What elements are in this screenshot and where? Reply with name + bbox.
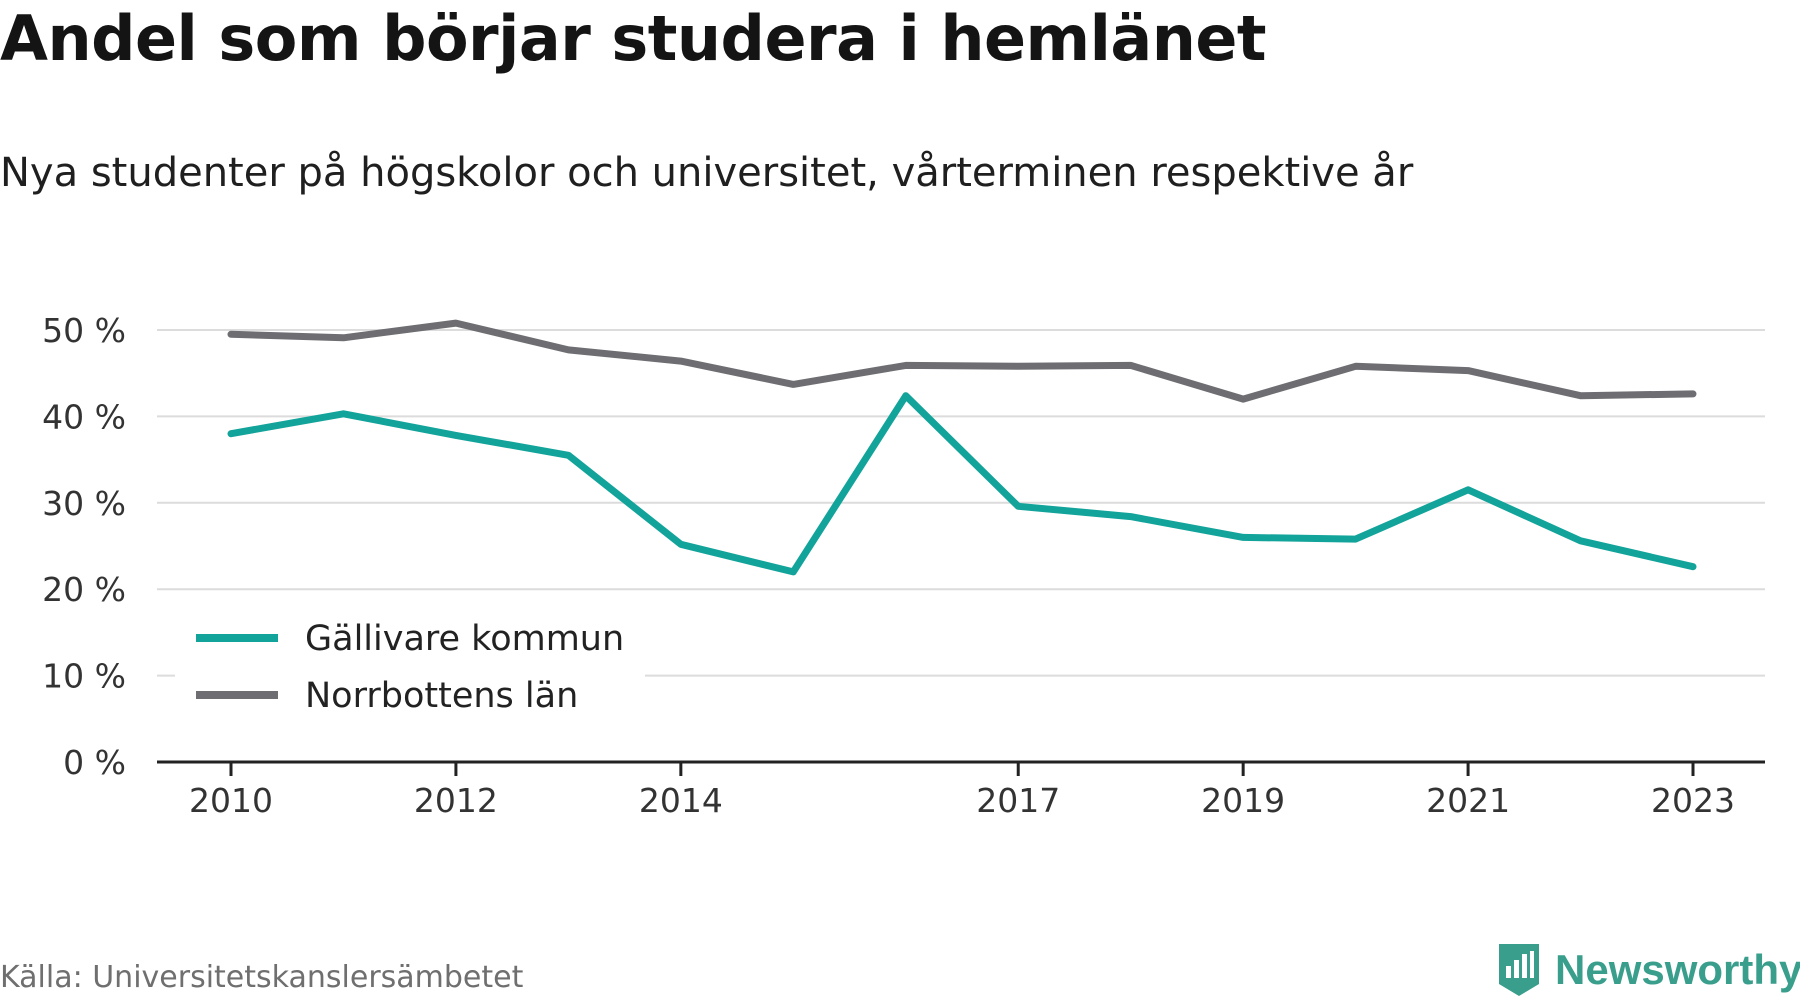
brand-name: Newsworthy: [1555, 946, 1800, 993]
x-axis: 2010 2012 2014 2017 2019 2021 2023: [157, 760, 1765, 820]
y-axis-tick-labels: 0 % 10 % 20 % 30 % 40 % 50 %: [42, 311, 126, 782]
brand-logo: Newsworthy: [1495, 940, 1800, 1000]
x-tick-label: 2012: [414, 781, 498, 820]
x-tick-label: 2010: [189, 781, 273, 820]
x-tick-label: 2014: [639, 781, 723, 820]
y-tick-label: 40 %: [42, 397, 126, 436]
series-line-gallivare-kommun: [227, 392, 1697, 576]
chart-subtitle: Nya studenter på högskolor och universit…: [0, 150, 1414, 196]
y-tick-label: 50 %: [42, 311, 126, 350]
legend-background: [175, 605, 645, 723]
x-tick-label: 2023: [1651, 781, 1735, 820]
legend-label: Gällivare kommun: [305, 619, 624, 659]
y-tick-label: 0 %: [63, 743, 126, 782]
y-tick-label: 10 %: [42, 657, 126, 696]
series-lines: [227, 319, 1697, 576]
y-tick-label: 20 %: [42, 570, 126, 609]
source-note: Källa: Universitetskanslersämbetet: [0, 960, 524, 995]
newsworthy-logo-icon: [1499, 944, 1539, 996]
x-tick-label: 2021: [1426, 781, 1510, 820]
chart-title: Andel som börjar studera i hemlänet: [0, 2, 1267, 75]
series-line-norrbottens-lan: [227, 319, 1697, 403]
legend: Gällivare kommun Norrbottens län: [175, 605, 645, 723]
x-tick-label: 2019: [1201, 781, 1285, 820]
x-tick-label: 2017: [976, 781, 1060, 820]
y-tick-label: 30 %: [42, 484, 126, 523]
legend-label: Norrbottens län: [305, 676, 578, 716]
